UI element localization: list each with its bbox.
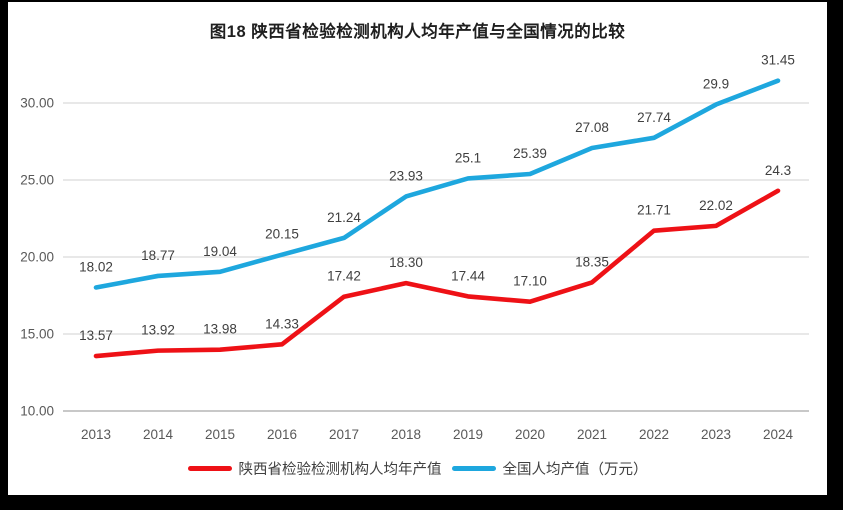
data-label: 22.02	[699, 198, 733, 213]
legend-swatch-shaanxi-icon	[187, 466, 232, 471]
y-axis-tick-label: 20.00	[20, 250, 54, 265]
series-line-shaanxi	[93, 188, 781, 359]
legend-item-national: 全国人均产值（万元）	[451, 458, 648, 479]
legend-label-shaanxi: 陕西省检验检测机构人均年产值	[238, 462, 442, 478]
data-label: 27.08	[575, 120, 609, 135]
legend: 陕西省检验检测机构人均年产值 全国人均产值（万元）	[8, 458, 827, 479]
data-label: 29.9	[703, 77, 729, 92]
x-axis-tick-label: 2015	[205, 427, 235, 442]
data-label: 17.44	[451, 268, 485, 283]
legend-label-national: 全国人均产值（万元）	[502, 462, 648, 478]
x-axis-tick-label: 2020	[515, 427, 545, 442]
chart-area: 图18 陕西省检验检测机构人均年产值与全国情况的比较 10.00 15.00 20.…	[8, 2, 827, 495]
x-axis-tick-label: 2014	[143, 427, 174, 442]
y-axis-tick-label: 30.00	[20, 96, 54, 111]
data-label: 21.24	[327, 210, 361, 225]
x-axis-tick-label: 2018	[391, 427, 421, 442]
x-axis-tick-label: 2013	[81, 427, 111, 442]
data-label: 18.02	[79, 259, 113, 274]
x-axis-tick-label: 2017	[329, 427, 359, 442]
data-label: 27.74	[637, 110, 671, 125]
x-axis-tick-label: 2022	[639, 427, 669, 442]
data-label: 31.45	[761, 53, 795, 68]
data-label: 13.92	[141, 323, 175, 338]
data-label: 13.57	[79, 328, 113, 343]
data-label: 14.33	[265, 316, 299, 331]
data-label: 24.3	[765, 163, 791, 178]
data-label: 21.71	[637, 203, 671, 218]
data-label: 25.1	[455, 150, 481, 165]
legend-item-shaanxi: 陕西省检验检测机构人均年产值	[187, 458, 442, 479]
y-axis-tick-label: 10.00	[20, 404, 54, 419]
data-label: 18.77	[141, 248, 175, 263]
x-axis-tick-label: 2021	[577, 427, 607, 442]
data-label: 20.15	[265, 227, 299, 242]
y-axis-tick-label: 25.00	[20, 173, 54, 188]
data-label: 18.35	[575, 254, 609, 269]
y-axis-tick-label: 15.00	[20, 327, 54, 342]
data-label: 23.93	[389, 168, 423, 183]
data-label: 13.98	[203, 322, 237, 337]
data-label: 25.39	[513, 146, 547, 161]
x-axis-tick-label: 2023	[701, 427, 731, 442]
data-label: 17.42	[327, 269, 361, 284]
data-label: 17.10	[513, 274, 547, 289]
line-chart: 10.00 15.00 20.00 25.00 30.00 2013 2014 2015 201…	[20, 53, 809, 442]
chart-title: 图18 陕西省检验检测机构人均年产值与全国情况的比较	[209, 23, 626, 41]
data-label: 19.04	[203, 244, 237, 259]
series-line-national	[93, 78, 781, 290]
x-axis-tick-label: 2019	[453, 427, 483, 442]
data-label: 18.30	[389, 255, 423, 270]
x-axis-tick-label: 2024	[763, 427, 794, 442]
x-axis-tick-label: 2016	[267, 427, 297, 442]
legend-swatch-national-icon	[451, 466, 496, 471]
